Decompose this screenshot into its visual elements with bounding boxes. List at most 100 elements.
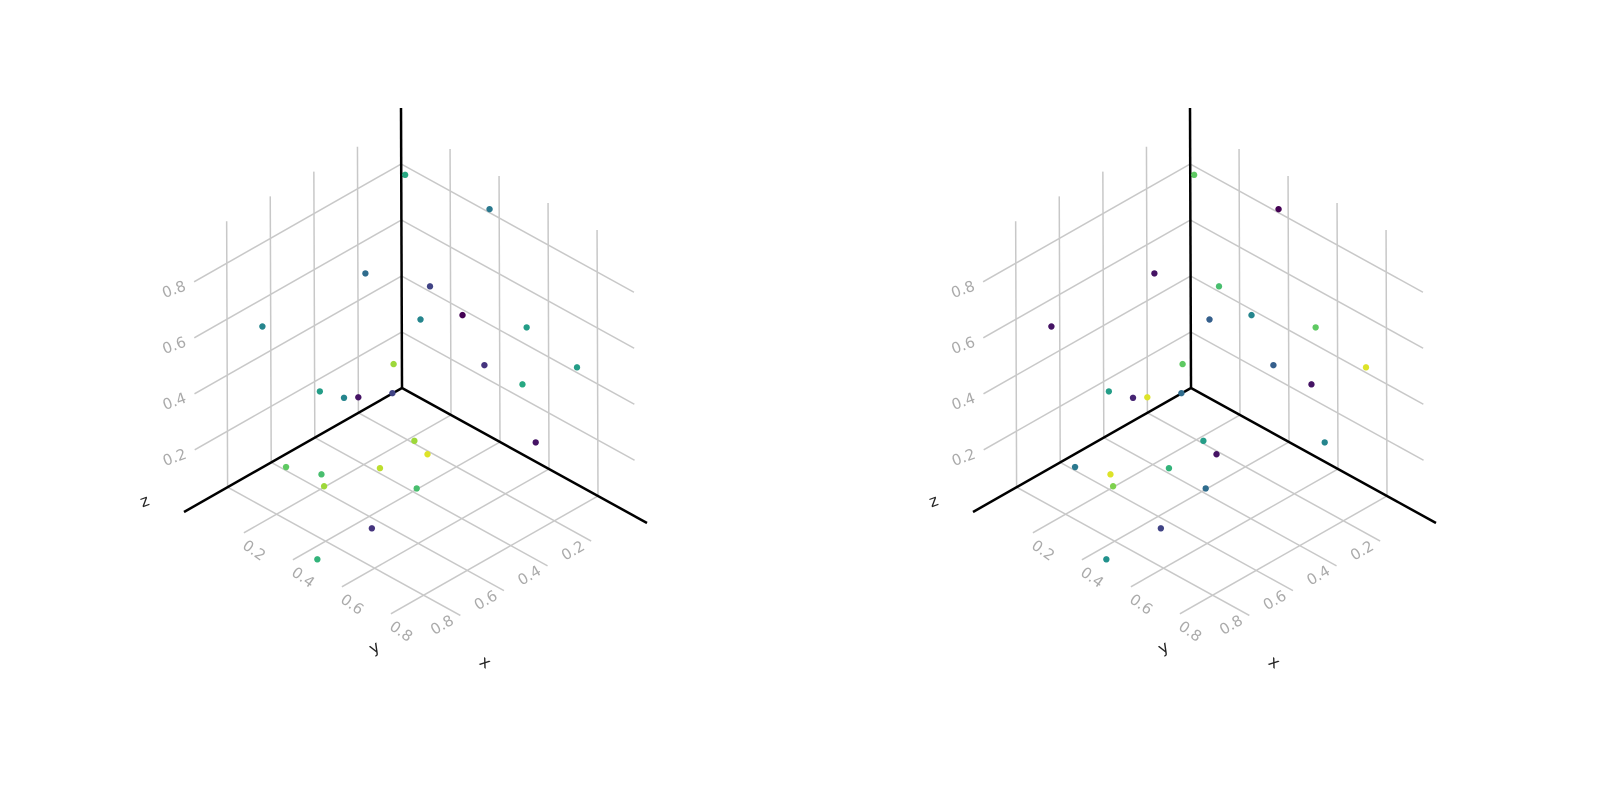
xz-wall-grid-line-z [1189, 163, 1424, 293]
data-point [320, 483, 328, 490]
data-point [340, 394, 348, 401]
y-axis-line [972, 386, 1192, 514]
data-point [1200, 437, 1207, 445]
floor-grid-line-y [1016, 486, 1250, 617]
yz-wall-grid-line-y [1058, 196, 1061, 463]
floor-grid-line-x [1032, 414, 1241, 534]
data-point [1362, 364, 1370, 371]
data-points [259, 171, 581, 563]
floor-grid-line-x [292, 441, 501, 561]
data-point [1103, 556, 1110, 563]
y-axis-line [183, 386, 403, 514]
data-point [1105, 388, 1113, 395]
data-point [355, 394, 362, 401]
y-tick-label: 0.2 [558, 537, 588, 565]
data-point [532, 439, 539, 446]
x-tick-label: 0.8 [386, 617, 416, 645]
data-point [1213, 451, 1220, 458]
yz-wall-grid-line-z [983, 275, 1191, 395]
axes [972, 107, 1437, 525]
floor-grid-line-y [1103, 436, 1337, 567]
x-tick-label: 0.6 [337, 590, 367, 618]
data-point [316, 388, 324, 395]
xz-wall-grid-line-x [1336, 202, 1339, 470]
yz-wall-grid-line-z [982, 219, 1191, 339]
xz-wall-grid-line-x [449, 148, 452, 416]
yz-wall-grid-line-y [269, 196, 272, 463]
y-tick-label: 0.6 [471, 586, 501, 614]
yz-wall-grid-line-z [194, 331, 403, 451]
data-point [1321, 439, 1328, 446]
x-tick-label: 0.6 [1126, 590, 1156, 618]
xz-wall-grid-line-z [401, 275, 635, 405]
data-point [1179, 360, 1186, 368]
z-axis-label: z [926, 490, 940, 511]
data-point [1151, 270, 1158, 277]
tick-labels: 0.2 0.4 0.6 0.8 0.2 0.4 0.6 0.8 0.2 0.4 0.6 0.8 [949, 277, 1377, 646]
floor-grid-line-y [358, 412, 592, 542]
yz-wall-grid-line-y [356, 146, 360, 413]
x-tick-label: 0.2 [1028, 536, 1058, 564]
z-tick-label: 0.8 [160, 277, 189, 302]
data-point [314, 556, 321, 563]
data-point [417, 316, 424, 323]
data-point [573, 364, 581, 371]
yz-wall-grid-line-y [1102, 171, 1105, 438]
floor-grid-line-x [1081, 441, 1290, 561]
xz-wall-grid-line-x [596, 229, 599, 497]
floor-grid-line-y [1147, 412, 1381, 542]
data-point [1107, 471, 1114, 478]
z-tick-label: 0.4 [949, 389, 978, 414]
grid-lines [982, 146, 1424, 617]
x-axis-line [1190, 386, 1437, 525]
data-point [481, 361, 488, 369]
xz-wall-grid-line-x [1238, 148, 1241, 416]
data-point [1144, 394, 1151, 401]
data-point [362, 270, 369, 277]
floor-grid-line-y [227, 486, 461, 617]
z-tick-label: 0.2 [949, 445, 978, 470]
yz-wall-grid-line-y [225, 221, 229, 488]
z-axis-line [399, 107, 404, 389]
z-tick-label: 0.2 [160, 445, 189, 470]
y-tick-label: 0.4 [1303, 562, 1333, 590]
data-point [368, 525, 376, 532]
data-point [1308, 381, 1315, 388]
yz-wall-grid-line-y [313, 171, 316, 438]
x-tick-label: 0.8 [1175, 617, 1205, 645]
z-axis-line [1188, 107, 1193, 389]
data-point [1129, 394, 1137, 401]
y-tick-label: 0.6 [1260, 586, 1290, 614]
data-point [486, 205, 493, 213]
floor-grid-line-x [341, 468, 550, 588]
data-point [424, 451, 431, 458]
x-tick-label: 0.2 [239, 536, 269, 564]
data-point [1165, 465, 1173, 472]
xz-wall-grid-line-z [1190, 331, 1424, 461]
data-point [1215, 283, 1223, 290]
data-point [1312, 324, 1319, 331]
yz-wall-grid-line-z [982, 163, 1191, 283]
x-axis-label: x [1265, 651, 1284, 672]
data-point [1190, 171, 1198, 179]
floor-grid-line-x [1130, 468, 1339, 588]
floor-grid-line-x [243, 414, 452, 534]
y-tick-label: 0.4 [514, 562, 544, 590]
data-points [1048, 171, 1370, 563]
data-point [389, 389, 396, 397]
yz-wall-grid-line-z [193, 163, 402, 283]
yz-wall-grid-line-z [983, 331, 1192, 451]
z-tick-label: 0.4 [160, 389, 189, 414]
y-tick-label: 0.8 [1216, 611, 1246, 639]
x-axis-line [401, 386, 648, 525]
xz-wall-grid-line-x [547, 202, 550, 470]
x-axis-label: x [476, 651, 495, 672]
z-tick-label: 0.8 [949, 277, 978, 302]
z-tick-label: 0.6 [160, 333, 189, 358]
x-tick-label: 0.4 [1077, 563, 1107, 591]
data-point [519, 381, 526, 388]
xz-wall-grid-line-z [1190, 275, 1424, 405]
z-tick-label: 0.6 [949, 333, 978, 358]
